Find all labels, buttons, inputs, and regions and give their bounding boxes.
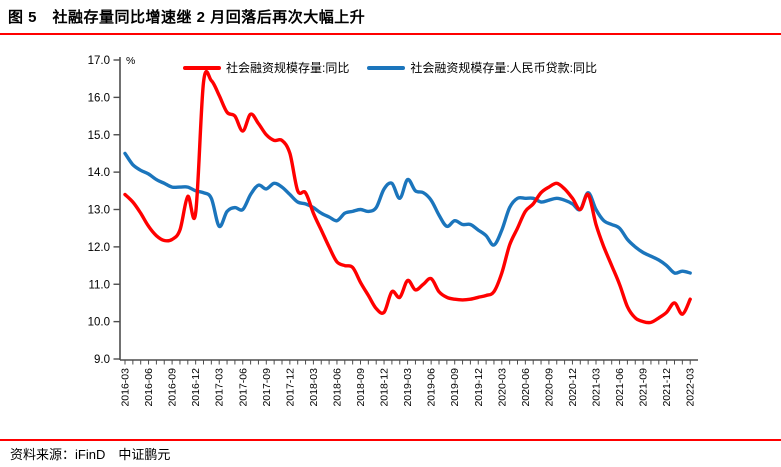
x-axis-label: 2020-12	[567, 368, 579, 407]
x-axis-label: 2019-06	[426, 368, 438, 407]
tsf-yoy-line	[123, 69, 692, 325]
loans-line-swatch	[367, 65, 406, 70]
x-axis-label: 2019-09	[449, 368, 461, 407]
x-axis-label: 2018-09	[355, 368, 367, 407]
x-axis-label: 2016-06	[143, 368, 155, 407]
figure-title: 图 5 社融存量同比增速继 2 月回落后再次大幅上升	[8, 9, 366, 26]
x-axis-label: 2021-12	[661, 368, 673, 407]
x-axis-label: 2021-03	[591, 368, 603, 407]
x-axis-label: 2020-03	[496, 368, 508, 407]
source-note: 资料来源：iFinD 中证鹏元	[10, 447, 171, 462]
legend-label-loans: 社会融资规模存量:人民币贷款:同比	[410, 61, 598, 75]
tsf-line-swatch	[183, 65, 221, 70]
y-axis-label: 16.0	[88, 92, 110, 104]
y-axis-unit-label: %	[126, 55, 135, 67]
x-axis-label: 2018-12	[379, 368, 391, 407]
chart-legend: 社会融资规模存量:同比 社会融资规模存量:人民币贷款:同比	[183, 59, 597, 76]
x-axis-label: 2021-06	[614, 368, 626, 407]
y-axis-label: 9.0	[94, 354, 110, 366]
bottom-divider-rule	[0, 439, 781, 441]
x-axis-label: 2017-12	[284, 368, 296, 407]
x-axis-label: 2016-03	[120, 368, 132, 407]
y-axis-label: 11.0	[88, 279, 110, 291]
y-axis-label: 15.0	[88, 130, 110, 142]
x-axis-label: 2021-09	[638, 368, 650, 407]
x-axis-label: 2020-09	[543, 368, 555, 407]
x-axis-label: 2017-06	[237, 368, 249, 407]
x-axis-label: 2020-06	[520, 368, 532, 407]
x-axis-label: 2017-09	[261, 368, 273, 407]
legend-item-tsf: 社会融资规模存量:同比	[183, 59, 349, 76]
x-axis-label: 2019-03	[402, 368, 414, 407]
x-axis-label: 2016-09	[167, 368, 179, 407]
x-axis-label: 2019-12	[473, 368, 485, 407]
top-divider-rule	[0, 33, 781, 35]
y-axis-label: 14.0	[88, 167, 110, 179]
y-axis-label: 17.0	[88, 55, 110, 67]
legend-item-loans: 社会融资规模存量:人民币贷款:同比	[367, 59, 597, 76]
legend-label-tsf: 社会融资规模存量:同比	[226, 61, 350, 75]
x-axis-label: 2018-06	[331, 368, 343, 407]
x-axis-label: 2016-12	[190, 368, 202, 407]
x-axis-label: 2018-03	[308, 368, 320, 407]
x-axis-label: 2022-03	[685, 368, 697, 407]
y-axis-label: 13.0	[88, 205, 110, 217]
y-axis-label: 10.0	[88, 317, 110, 329]
rmb-loans-yoy-line	[123, 151, 692, 275]
x-axis-label: 2017-03	[214, 368, 226, 407]
y-axis-label: 12.0	[88, 242, 110, 254]
